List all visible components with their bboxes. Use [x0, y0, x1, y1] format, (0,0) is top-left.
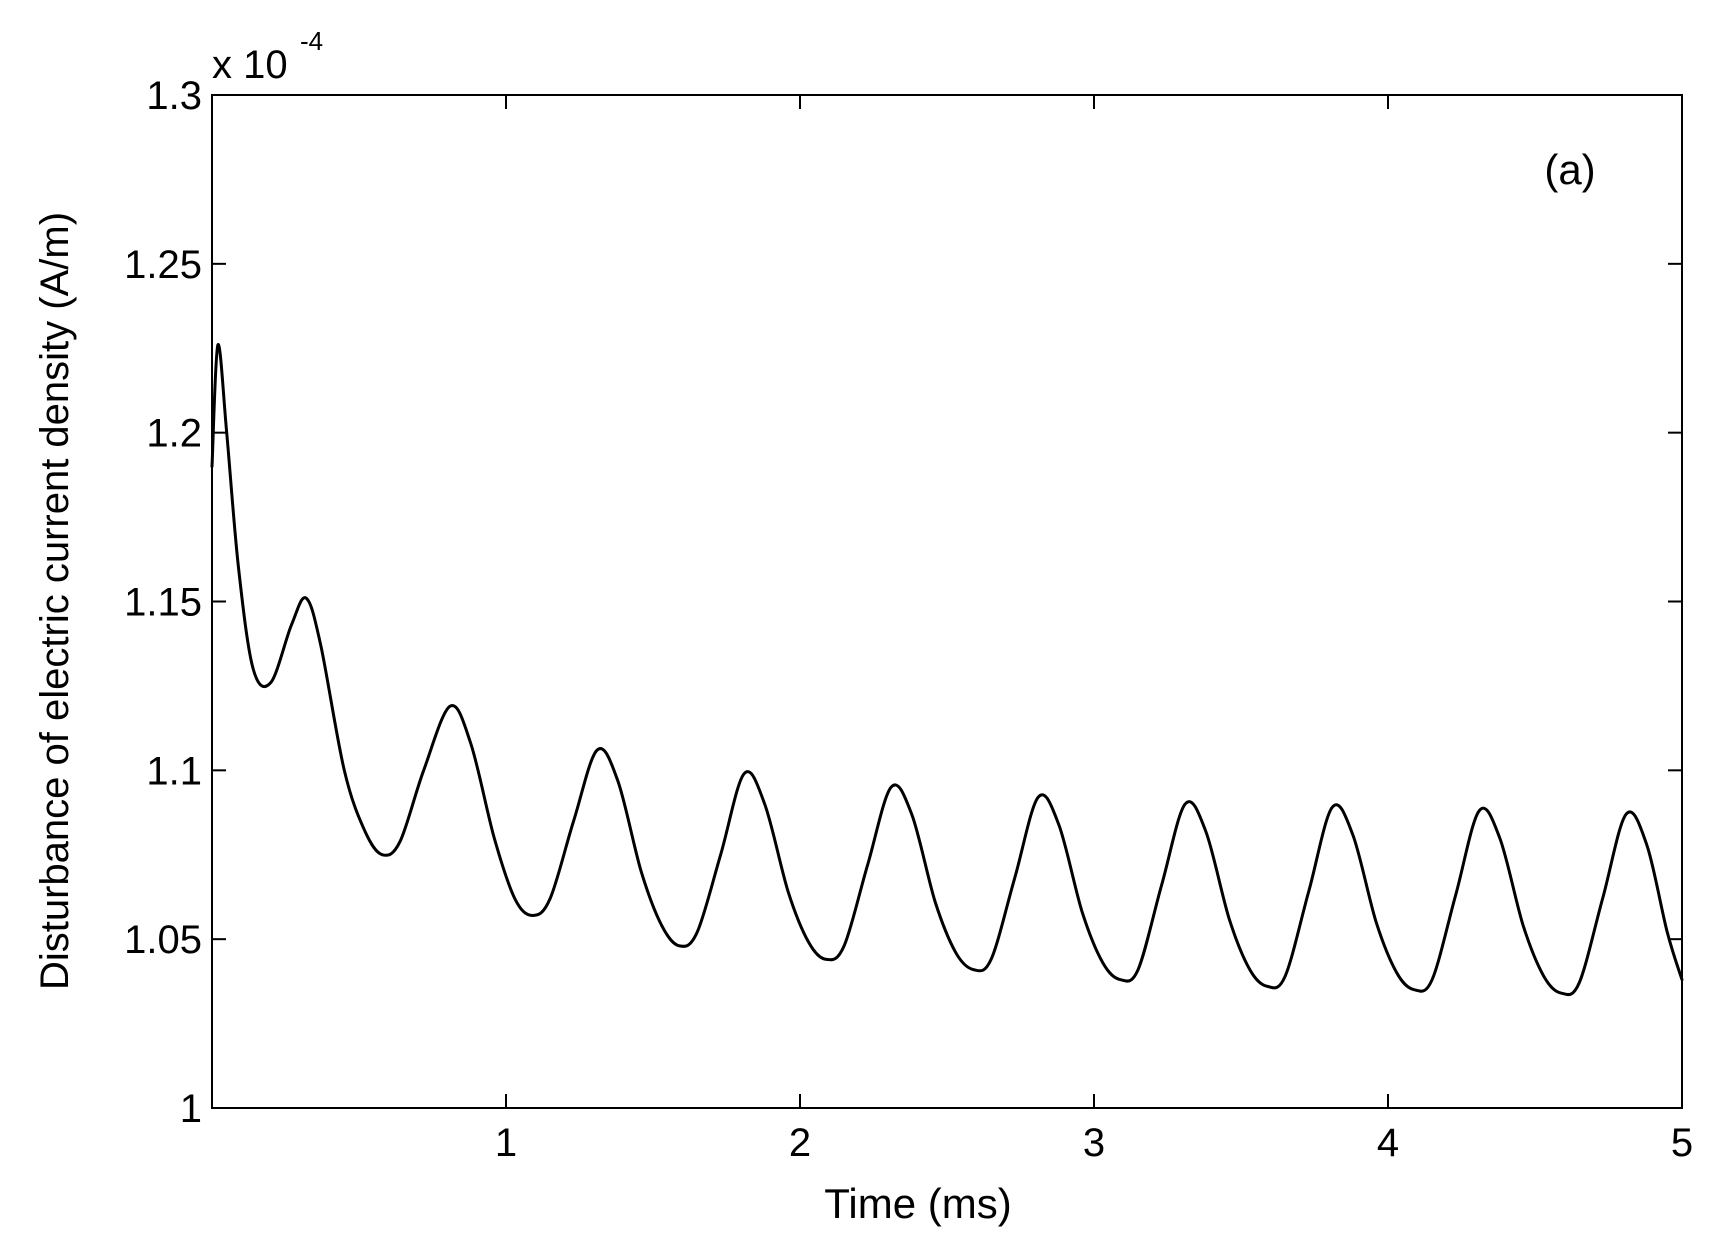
panel-annotation: (a) — [1544, 146, 1595, 193]
x-tick-label: 3 — [1083, 1121, 1105, 1165]
y-tick-label: 1.3 — [146, 74, 202, 118]
y-tick-label: 1.2 — [146, 412, 202, 456]
x-axis-label: Time (ms) — [824, 1180, 1011, 1227]
y-tick-label: 1.05 — [124, 918, 202, 962]
x-tick-label: 5 — [1671, 1121, 1693, 1165]
y-tick-label: 1 — [180, 1087, 202, 1131]
y-axis-exponent-base: x 10 — [212, 43, 288, 87]
x-tick-label: 4 — [1377, 1121, 1399, 1165]
y-tick-label: 1.15 — [124, 581, 202, 625]
y-axis-exponent-power: -4 — [300, 26, 323, 56]
x-tick-label: 1 — [495, 1121, 517, 1165]
y-axis-label: Disturbance of electric current density … — [33, 212, 77, 990]
plot-area-frame — [211, 94, 1683, 1109]
series-line — [210, 343, 1684, 997]
series-group — [210, 343, 1684, 997]
y-axis-ticks: 1 1.05 1.1 1.15 1.2 1.25 1.3 — [124, 74, 1682, 1131]
x-axis-ticks: 1 2 3 4 5 — [495, 95, 1693, 1165]
x-tick-label: 2 — [789, 1121, 811, 1165]
y-tick-label: 1.1 — [146, 749, 202, 793]
y-tick-label: 1.25 — [124, 243, 202, 287]
